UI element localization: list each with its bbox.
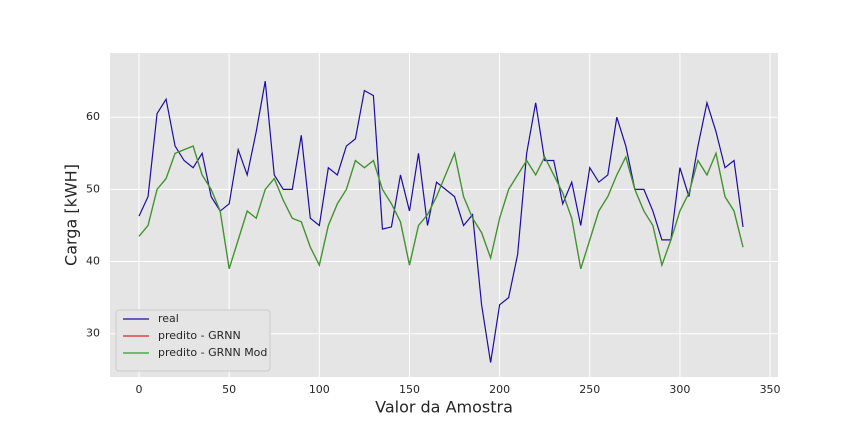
x-tick-label: 0 <box>136 383 143 396</box>
legend-box <box>115 309 271 372</box>
x-tick-label: 150 <box>399 383 420 396</box>
x-axis-label: Valor da Amostra <box>375 398 513 417</box>
x-tick-label: 200 <box>489 383 510 396</box>
x-tick-label: 100 <box>309 383 330 396</box>
legend-label: real <box>158 312 179 325</box>
x-tick-label: 350 <box>760 383 781 396</box>
y-tick-label: 60 <box>86 110 100 123</box>
y-tick-label: 40 <box>86 255 100 268</box>
legend-label: predito - GRNN <box>158 329 241 342</box>
legend-label: predito - GRNN Mod <box>158 346 267 359</box>
series-line <box>138 145 744 269</box>
y-tick-label: 30 <box>86 327 100 340</box>
x-tick-label: 250 <box>579 383 600 396</box>
y-tick-label: 50 <box>86 182 100 195</box>
x-tick-label: 300 <box>669 383 690 396</box>
y-axis-label: Carga [kWH] <box>62 164 81 266</box>
x-tick-label: 50 <box>222 383 236 396</box>
